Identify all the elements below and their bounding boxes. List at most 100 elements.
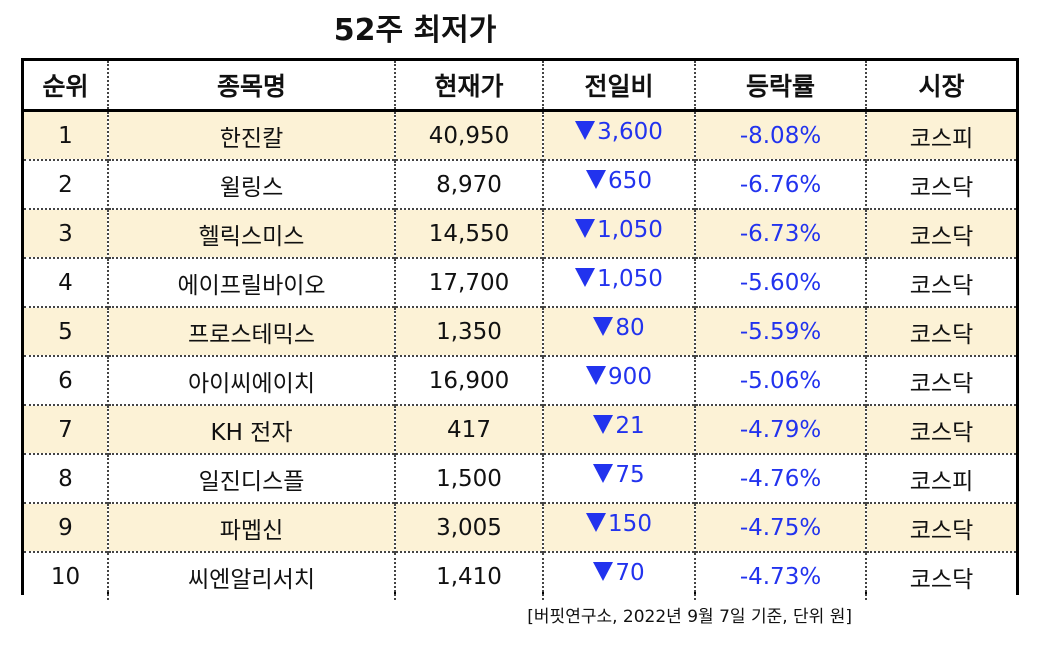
rate-cell: -5.60% <box>694 257 866 307</box>
rank-cell: 6 <box>24 355 108 405</box>
change-cell: 80 <box>542 306 695 356</box>
down-triangle-icon <box>586 169 607 189</box>
stock-table-container: 순위 종목명 현재가 전일비 등락률 시장 1 한진칼 40,950 3,600… <box>21 58 1019 600</box>
rank-cell: 1 <box>24 110 108 160</box>
stock-name-cell: 파멥신 <box>107 502 395 552</box>
down-triangle-icon <box>575 218 596 238</box>
change-value: 1,050 <box>597 216 663 243</box>
table-row: 5 프로스테믹스 1,350 80 -5.59% 코스닥 <box>24 306 1016 356</box>
rate-cell: -5.59% <box>694 306 866 356</box>
down-triangle-icon <box>586 365 607 385</box>
column-header-market: 시장 <box>865 61 1016 112</box>
column-header-change: 전일비 <box>542 61 695 112</box>
price-cell: 17,700 <box>394 257 543 307</box>
market-cell: 코스닥 <box>865 502 1016 552</box>
stock-name-cell: 프로스테믹스 <box>107 306 395 356</box>
stock-name-cell: 에이프릴바이오 <box>107 257 395 307</box>
market-cell: 코스닥 <box>865 257 1016 307</box>
change-cell: 1,050 <box>542 208 695 258</box>
rank-cell: 8 <box>24 453 108 503</box>
rate-cell: -4.79% <box>694 404 866 454</box>
stock-name-cell: 아이씨에이치 <box>107 355 395 405</box>
source-footnote: [버핏연구소, 2022년 9월 7일 기준, 단위 원] <box>527 607 852 627</box>
price-cell: 16,900 <box>394 355 543 405</box>
change-value: 80 <box>615 314 645 341</box>
table-row: 10 씨엔알리서치 1,410 70 -4.73% 코스닥 <box>24 551 1016 600</box>
rate-cell: -6.76% <box>694 159 866 209</box>
rank-cell: 4 <box>24 257 108 307</box>
change-value: 21 <box>615 412 645 439</box>
rank-cell: 9 <box>24 502 108 552</box>
rank-cell: 10 <box>24 551 108 600</box>
price-cell: 3,005 <box>394 502 543 552</box>
table-row: 1 한진칼 40,950 3,600 -8.08% 코스피 <box>24 110 1016 160</box>
change-cell: 150 <box>542 502 695 552</box>
column-header-name: 종목명 <box>107 61 395 112</box>
rate-cell: -4.73% <box>694 551 866 600</box>
change-value: 3,600 <box>597 118 663 145</box>
change-cell: 650 <box>542 159 695 209</box>
change-value: 650 <box>608 167 652 194</box>
price-cell: 40,950 <box>394 110 543 160</box>
rate-cell: -6.73% <box>694 208 866 258</box>
table-header-row: 순위 종목명 현재가 전일비 등락률 시장 <box>24 61 1016 112</box>
stock-name-cell: KH 전자 <box>107 404 395 454</box>
stock-name-cell: 한진칼 <box>107 110 395 160</box>
price-cell: 8,970 <box>394 159 543 209</box>
change-cell: 3,600 <box>542 110 695 160</box>
price-cell: 14,550 <box>394 208 543 258</box>
price-cell: 1,500 <box>394 453 543 503</box>
table-row: 2 윌링스 8,970 650 -6.76% 코스닥 <box>24 159 1016 209</box>
change-value: 70 <box>615 559 645 586</box>
table-title: 52주 최저가 <box>333 13 497 48</box>
change-cell: 1,050 <box>542 257 695 307</box>
rank-cell: 5 <box>24 306 108 356</box>
market-cell: 코스닥 <box>865 355 1016 405</box>
rate-cell: -4.76% <box>694 453 866 503</box>
rate-cell: -5.06% <box>694 355 866 405</box>
stock-name-cell: 일진디스플 <box>107 453 395 503</box>
market-cell: 코스피 <box>865 110 1016 160</box>
change-value: 75 <box>615 461 645 488</box>
stock-table: 순위 종목명 현재가 전일비 등락률 시장 1 한진칼 40,950 3,600… <box>24 61 1016 600</box>
table-row: 9 파멥신 3,005 150 -4.75% 코스닥 <box>24 502 1016 552</box>
rank-cell: 2 <box>24 159 108 209</box>
change-value: 150 <box>608 510 652 537</box>
change-value: 900 <box>608 363 652 390</box>
rate-cell: -4.75% <box>694 502 866 552</box>
change-cell: 900 <box>542 355 695 405</box>
down-triangle-icon <box>586 512 607 532</box>
column-header-rate: 등락률 <box>694 61 866 112</box>
table-row: 4 에이프릴바이오 17,700 1,050 -5.60% 코스닥 <box>24 257 1016 307</box>
change-cell: 75 <box>542 453 695 503</box>
table-row: 8 일진디스플 1,500 75 -4.76% 코스피 <box>24 453 1016 503</box>
change-value: 1,050 <box>597 265 663 292</box>
down-triangle-icon <box>575 267 596 287</box>
market-cell: 코스닥 <box>865 208 1016 258</box>
market-cell: 코스피 <box>865 453 1016 503</box>
down-triangle-icon <box>593 463 614 483</box>
down-triangle-icon <box>575 120 596 140</box>
rate-cell: -8.08% <box>694 110 866 160</box>
market-cell: 코스닥 <box>865 159 1016 209</box>
stock-name-cell: 헬릭스미스 <box>107 208 395 258</box>
down-triangle-icon <box>593 414 614 434</box>
table-row: 7 KH 전자 417 21 -4.79% 코스닥 <box>24 404 1016 454</box>
rank-cell: 7 <box>24 404 108 454</box>
price-cell: 1,350 <box>394 306 543 356</box>
price-cell: 1,410 <box>394 551 543 600</box>
down-triangle-icon <box>593 316 614 336</box>
market-cell: 코스닥 <box>865 306 1016 356</box>
price-cell: 417 <box>394 404 543 454</box>
table-row: 3 헬릭스미스 14,550 1,050 -6.73% 코스닥 <box>24 208 1016 258</box>
change-cell: 21 <box>542 404 695 454</box>
table-row: 6 아이씨에이치 16,900 900 -5.06% 코스닥 <box>24 355 1016 405</box>
rank-cell: 3 <box>24 208 108 258</box>
stock-name-cell: 윌링스 <box>107 159 395 209</box>
market-cell: 코스닥 <box>865 404 1016 454</box>
market-cell: 코스닥 <box>865 551 1016 600</box>
column-header-price: 현재가 <box>394 61 543 112</box>
down-triangle-icon <box>593 561 614 581</box>
column-header-rank: 순위 <box>24 61 108 112</box>
change-cell: 70 <box>542 551 695 600</box>
